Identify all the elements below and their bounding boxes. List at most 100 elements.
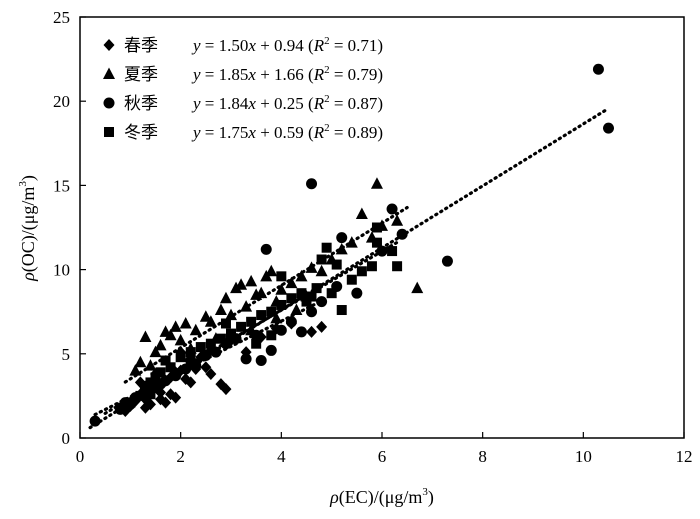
data-point: [335, 242, 348, 255]
data-point: [305, 261, 318, 273]
data-point: [396, 228, 408, 240]
data-point: [306, 325, 318, 338]
data-point: [210, 346, 222, 358]
legend-series-name: 夏季: [124, 65, 158, 85]
data-point: [235, 278, 248, 290]
data-point: [290, 303, 303, 316]
data-point: [376, 245, 388, 257]
data-point: [214, 303, 227, 316]
y-tick-label: 0: [62, 429, 71, 448]
data-point: [246, 316, 257, 327]
legend-marker: [103, 39, 115, 51]
data-point: [200, 361, 212, 374]
data-point: [240, 353, 252, 365]
x-axis-label-sup: 3: [422, 486, 428, 498]
data-point: [265, 344, 277, 356]
legend-equation: y = 1.85x + 1.66 (R2 = 0.79): [191, 64, 383, 84]
x-axis-label-prefix: ρ: [329, 487, 339, 507]
data-point: [189, 323, 202, 336]
legend-series-name: 冬季: [124, 123, 158, 143]
x-axis-label-suffix: ): [428, 487, 434, 508]
legend-marker: [103, 97, 115, 109]
data-point: [200, 349, 212, 361]
data-point: [139, 401, 151, 414]
data-point: [230, 281, 243, 294]
data-point: [315, 264, 328, 277]
data-point: [140, 380, 151, 391]
y-tick-label: 15: [53, 176, 70, 195]
fit-line: [88, 106, 611, 430]
data-point: [150, 372, 161, 383]
x-tick-label: 0: [76, 447, 85, 466]
x-tick-label: 4: [277, 447, 286, 466]
data-point: [154, 338, 167, 351]
data-point: [316, 296, 328, 308]
data-point: [285, 316, 297, 328]
data-point: [204, 315, 217, 327]
data-point: [220, 383, 232, 396]
axis-ticks: 0 2 4 6 8 10 12 0 5 10 15 20 25: [53, 8, 693, 466]
data-point: [170, 370, 182, 382]
data-point: [240, 300, 253, 312]
x-tick-label: 12: [676, 447, 693, 466]
data-point: [199, 310, 212, 322]
data-point: [139, 330, 152, 342]
data-point: [251, 338, 262, 349]
data-point: [311, 283, 322, 294]
data-point: [276, 299, 287, 310]
data-point: [411, 281, 424, 294]
y-tick-label: 10: [53, 261, 70, 280]
data-point: [316, 254, 327, 265]
legend-series-name: 秋季: [124, 94, 158, 114]
data-point: [592, 63, 604, 75]
data-point: [185, 355, 197, 367]
data-point: [149, 345, 162, 358]
data-point: [356, 266, 367, 277]
data-point: [125, 397, 136, 408]
data-point: [250, 329, 262, 341]
y-tick-label: 25: [53, 8, 70, 27]
data-point: [331, 259, 342, 270]
data-point: [336, 232, 348, 244]
data-point: [441, 255, 453, 267]
x-tick-label: 6: [378, 447, 387, 466]
data-point: [266, 306, 277, 317]
data-point: [145, 389, 156, 400]
legend-series-name: 春季: [124, 36, 158, 56]
y-axis-label-prefix: ρ: [18, 272, 38, 282]
data-point: [134, 355, 147, 368]
data-point: [174, 333, 187, 346]
data-points: [89, 63, 614, 427]
data-point: [255, 355, 267, 367]
data-point: [129, 364, 142, 376]
data-point: [285, 276, 298, 289]
data-point: [370, 177, 383, 189]
data-point: [260, 243, 272, 255]
data-point: [175, 352, 186, 363]
data-point: [169, 320, 182, 332]
y-axis-label-suffix: ): [18, 175, 39, 181]
data-point: [371, 222, 382, 233]
data-point: [366, 261, 377, 272]
data-point: [144, 359, 157, 371]
data-point: [160, 396, 172, 409]
data-point: [195, 342, 206, 353]
data-point: [392, 261, 403, 272]
data-point: [220, 318, 231, 329]
legend-equation: y = 1.75x + 0.59 (R2 = 0.89): [191, 122, 383, 142]
data-point: [295, 269, 308, 282]
data-point: [179, 316, 192, 329]
y-tick-label: 5: [62, 345, 71, 364]
data-point: [256, 310, 267, 321]
data-point: [164, 328, 177, 341]
data-point: [386, 203, 398, 215]
x-axis-label: ρ(EC)/(μg/m3): [329, 486, 434, 508]
data-point: [155, 367, 166, 378]
y-axis-label-sup: 3: [17, 181, 29, 187]
data-point: [391, 214, 404, 226]
data-point: [170, 391, 182, 404]
data-point: [266, 330, 277, 341]
data-point: [326, 288, 337, 299]
data-point: [185, 376, 197, 389]
